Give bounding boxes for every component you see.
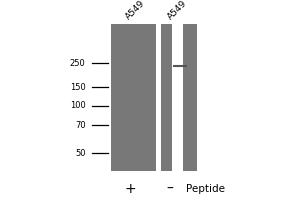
Text: A549: A549 [124,0,147,21]
Bar [160,24,172,171]
Text: A549: A549 [166,0,189,21]
Bar [183,24,196,171]
Text: Peptide: Peptide [186,184,225,194]
Bar [111,24,156,171]
Text: 250: 250 [70,58,86,68]
Text: –: – [166,182,173,196]
Text: 70: 70 [75,120,86,130]
Text: 100: 100 [70,102,86,110]
Text: 50: 50 [75,148,86,158]
Text: +: + [125,182,136,196]
Text: 150: 150 [70,83,86,92]
